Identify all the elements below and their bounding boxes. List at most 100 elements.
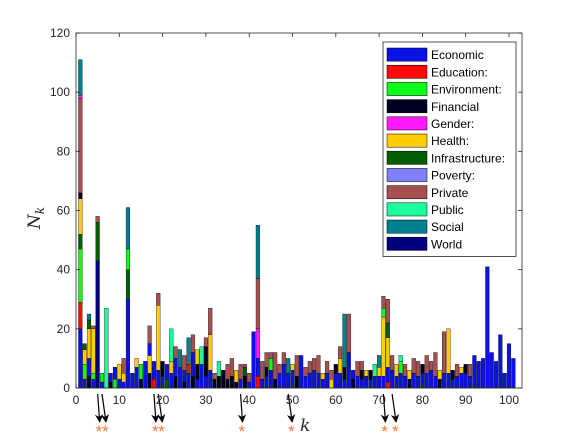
bar-segment-private [277, 364, 282, 374]
bar-segment-economic [442, 373, 447, 389]
bar-segment-private [312, 358, 317, 371]
bar-segment-social [177, 349, 182, 368]
legend-label: Health: [431, 134, 469, 148]
legend-label: Public [431, 203, 464, 217]
bar-segment-economic [147, 343, 152, 356]
bar-segment-social [86, 313, 92, 321]
bar-segment-private [346, 313, 351, 353]
bar-segment-education [255, 375, 260, 389]
bar-segment-private [303, 367, 308, 377]
bar-segment-environment [91, 373, 96, 380]
marker-arrow [94, 393, 104, 423]
bar-segment-economic [156, 370, 161, 389]
bar-segment-financial [294, 375, 299, 389]
legend: Economic Education: Environment: Financial G… [382, 41, 517, 257]
bar-segment-health [82, 349, 87, 365]
legend-label: Gender: [431, 117, 474, 131]
legend-swatch [386, 185, 428, 200]
bar-segment-financial [437, 378, 442, 389]
x-tick-label: 40 [243, 393, 257, 407]
legend-swatch [386, 150, 428, 165]
legend-swatch [386, 236, 428, 251]
bar-segment-financial [420, 364, 425, 374]
bar-segment-economic [299, 355, 304, 389]
bar-segment-financial [195, 364, 200, 380]
x-tick-label: 80 [416, 393, 430, 407]
bar-segment-private [429, 361, 434, 371]
bar-segment-public [216, 361, 221, 377]
bar-segment-environment [112, 378, 118, 389]
bar-segment-financial [359, 370, 364, 380]
bar-segment-public [398, 355, 403, 362]
bar-segment-economic [364, 375, 369, 389]
bar-segment-health [91, 328, 96, 374]
bar-segment-economic [480, 358, 486, 389]
bar-segment-private [325, 361, 330, 374]
bar-segment-economic [316, 373, 321, 389]
bar-segment-economic [511, 358, 516, 389]
bar-segment-economic [502, 373, 507, 389]
marker-arrow [157, 393, 166, 423]
bar-segment-financial [190, 375, 195, 389]
bar-segment-private [212, 373, 217, 380]
bar-segment-financial [264, 367, 269, 377]
bar-segment-economic [346, 352, 351, 389]
bar-segment-economic [485, 266, 490, 389]
bar-segment-economic [108, 373, 113, 383]
bar-segment-financial [221, 370, 226, 389]
marker-arrow [380, 393, 390, 423]
y-tick-label: 40 [57, 263, 71, 277]
bar-segment-health [290, 364, 295, 371]
bar-segment-economic [130, 373, 135, 389]
bar-segment-economic [390, 370, 395, 389]
marker-star: * [102, 422, 109, 436]
bar-segment-economic [411, 373, 416, 389]
bar-segment-economic [320, 378, 325, 389]
bar-segment-private [381, 296, 386, 309]
bar-segment-health [117, 364, 122, 380]
bar-segment-private [329, 370, 334, 380]
bar-segment-financial [225, 378, 230, 389]
bar-segment-health [208, 334, 213, 371]
legend-swatch [386, 116, 428, 131]
bar-segment-social [342, 313, 347, 368]
bar-segment-private [273, 352, 278, 380]
bar-segment-economic [403, 375, 408, 389]
bar-segment-economic [506, 343, 512, 389]
bar-segment-private [338, 346, 343, 359]
bar-segment-private [433, 352, 438, 377]
bar-segment-economic [450, 378, 455, 389]
bar-segment-private [264, 352, 269, 368]
bar-segment-health [234, 370, 239, 383]
bar-segment-economic [125, 299, 130, 389]
y-tick-label: 80 [57, 144, 71, 158]
marker-star: * [158, 422, 165, 436]
bar-segment-infrastructure [125, 269, 130, 300]
bar-segment-private [355, 361, 360, 377]
bar-segment-economic [342, 378, 347, 389]
bar-segment-private [316, 355, 321, 374]
bar-segment-private [294, 355, 299, 377]
bar-segment-health [407, 370, 412, 380]
bar-segment-economic [143, 361, 148, 389]
bar-segment-economic [498, 334, 503, 389]
x-tick-label: 90 [459, 393, 473, 407]
legend-label: Financial [431, 100, 479, 114]
bar-segment-financial [108, 381, 113, 389]
bar-segment-economic [277, 373, 282, 389]
bar-segment-private [247, 373, 252, 383]
bar-segment-private [442, 331, 447, 374]
bar-segment-public [169, 328, 174, 362]
bar-segment-gender [78, 94, 83, 99]
bar-segment-financial [342, 367, 347, 380]
bar-segment-economic [433, 375, 438, 389]
bar-segment-private [403, 364, 408, 377]
bar-segment-health [377, 367, 382, 377]
bar-segment-financial [351, 378, 356, 389]
bar-segment-health [156, 304, 161, 371]
bar-segment-infrastructure [385, 322, 390, 338]
bar-segment-economic [429, 370, 434, 389]
y-tick-label: 20 [57, 322, 71, 336]
bar-segment-private [225, 364, 230, 380]
